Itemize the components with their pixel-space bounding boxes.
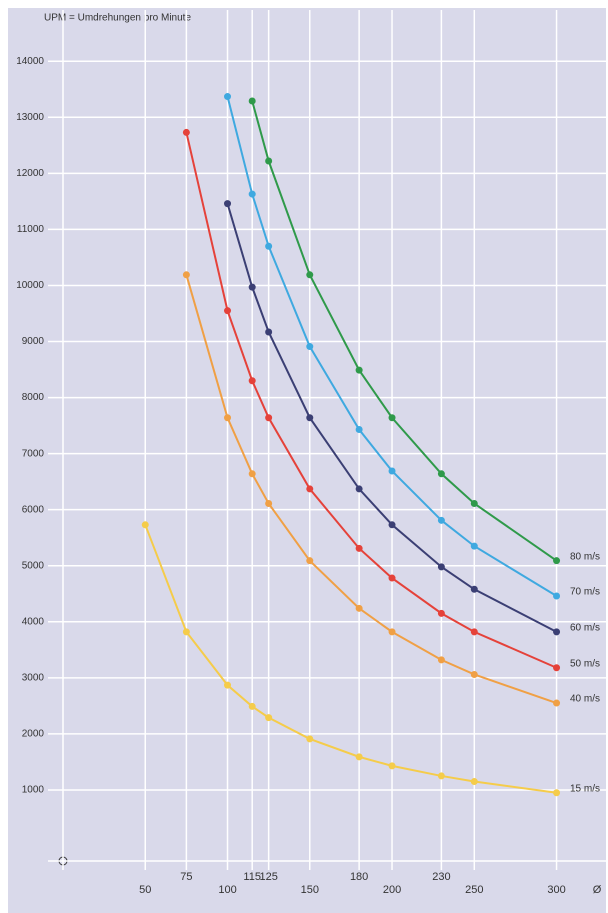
data-point: [248, 97, 256, 105]
data-point: [553, 592, 561, 600]
data-point: [470, 585, 478, 593]
data-point: [553, 699, 561, 707]
x-tick-label: 115: [243, 871, 261, 883]
data-point: [388, 521, 396, 529]
series-line: [185, 274, 557, 705]
data-point: [248, 283, 256, 291]
data-point: [553, 664, 561, 672]
x-tick-label: 300: [547, 884, 565, 896]
data-point: [224, 414, 232, 422]
series-label: 40 m/s: [570, 694, 600, 705]
y-tick-label: 10000: [16, 280, 44, 291]
data-point: [553, 557, 561, 565]
data-point: [182, 128, 190, 136]
data-point: [141, 521, 149, 529]
data-point: [265, 714, 273, 722]
data-point: [224, 93, 232, 101]
data-point: [437, 609, 445, 617]
series-label: 80 m/s: [570, 551, 600, 562]
x-tick-label: 180: [350, 871, 368, 883]
data-point: [306, 414, 314, 422]
data-point: [470, 500, 478, 508]
x-tick-label: 250: [465, 884, 483, 896]
data-point: [388, 762, 396, 770]
series-line: [185, 132, 557, 669]
data-point: [388, 574, 396, 582]
y-tick-label: 7000: [22, 448, 45, 459]
data-point: [553, 628, 561, 636]
series-line: [251, 100, 558, 562]
data-point: [470, 542, 478, 550]
data-point: [553, 789, 561, 797]
data-point: [248, 702, 256, 710]
data-point: [224, 307, 232, 315]
y-tick-label: 8000: [22, 392, 45, 403]
data-point: [306, 557, 314, 565]
data-point: [388, 414, 396, 422]
data-point: [470, 628, 478, 636]
data-point: [388, 467, 396, 475]
y-tick-label: 1000: [22, 785, 45, 796]
y-tick-label: 11000: [17, 224, 45, 235]
data-point: [306, 271, 314, 279]
data-point: [248, 377, 256, 385]
data-point: [182, 271, 190, 279]
x-axis-label: Ø: [593, 884, 602, 896]
data-point: [437, 656, 445, 664]
data-point: [355, 485, 363, 493]
data-point: [470, 670, 478, 678]
data-point: [224, 681, 232, 689]
data-point: [265, 500, 273, 508]
y-tick-label: 3000: [22, 672, 45, 683]
y-tick-label: 14000: [16, 56, 44, 67]
data-point: [248, 470, 256, 478]
chart-title: UPM = Umdrehungen pro Minute: [44, 13, 191, 24]
data-point: [224, 200, 232, 208]
data-point: [355, 753, 363, 761]
data-point: [355, 604, 363, 612]
data-point: [265, 157, 273, 165]
series-label: 15 m/s: [570, 783, 600, 794]
y-tick-label: 9000: [22, 336, 45, 347]
data-point: [248, 190, 256, 198]
data-point: [306, 735, 314, 743]
x-tick-label: 100: [218, 884, 236, 896]
x-tick-label: 125: [259, 871, 277, 883]
y-tick-label: 2000: [22, 729, 45, 740]
series-label: 70 m/s: [570, 587, 600, 598]
data-point: [437, 772, 445, 780]
data-point: [265, 414, 273, 422]
y-tick-label: 12000: [16, 168, 44, 179]
data-point: [306, 343, 314, 351]
x-tick-label: 150: [301, 884, 319, 896]
data-point: [265, 328, 273, 336]
x-tick-label: 230: [432, 871, 450, 883]
x-tick-label: 200: [383, 884, 401, 896]
data-point: [437, 563, 445, 571]
y-tick-label: 4000: [22, 616, 45, 627]
data-point: [355, 544, 363, 552]
series-label: 50 m/s: [570, 658, 600, 669]
data-point: [388, 628, 396, 636]
data-point: [306, 485, 314, 493]
data-point: [437, 516, 445, 524]
x-tick-label: 75: [180, 871, 192, 883]
plot-background: [8, 8, 606, 913]
series-label: 60 m/s: [570, 623, 600, 634]
x-tick-label: 50: [139, 884, 151, 896]
data-point: [182, 628, 190, 636]
data-point: [355, 426, 363, 434]
y-tick-label: 13000: [16, 112, 44, 123]
y-tick-label: 6000: [22, 504, 45, 515]
data-point: [437, 470, 445, 478]
data-point: [355, 366, 363, 374]
y-tick-label: 5000: [22, 560, 45, 571]
data-point: [265, 242, 273, 250]
data-point: [470, 778, 478, 786]
